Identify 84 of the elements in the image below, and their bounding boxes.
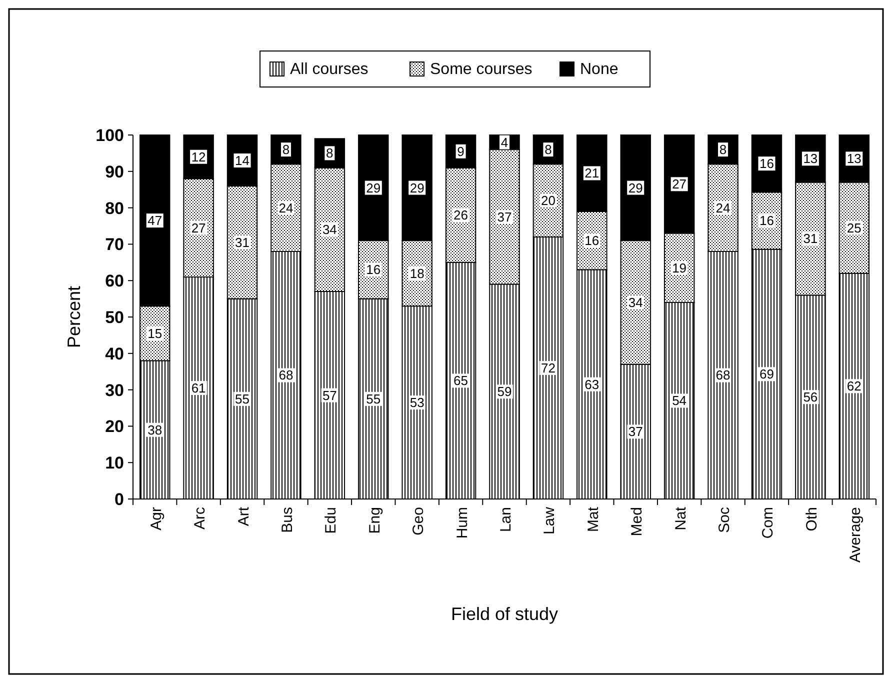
data-label: 68 — [278, 368, 294, 383]
data-label: 38 — [148, 422, 162, 438]
data-label: 27 — [672, 176, 687, 192]
x-tick-label: Lan — [498, 507, 514, 532]
data-label: 13 — [846, 151, 862, 166]
data-label: 72 — [540, 360, 556, 376]
data-label: 12 — [191, 149, 206, 164]
data-label: 29 — [410, 180, 424, 196]
x-axis-title: Field of study — [450, 604, 558, 624]
data-label: 26 — [454, 208, 468, 223]
data-label: 16 — [584, 233, 600, 248]
data-label: 8 — [326, 146, 334, 161]
data-label: 24 — [278, 200, 294, 216]
data-label: 37 — [628, 424, 643, 440]
y-tick-label: 60 — [105, 272, 124, 291]
data-label: 55 — [235, 391, 250, 406]
data-label: 4 — [500, 134, 508, 150]
x-tick-label: Art — [235, 506, 252, 526]
data-label: 68 — [716, 368, 730, 383]
x-tick-label: Com — [760, 507, 777, 539]
y-tick-label: 100 — [96, 126, 124, 145]
data-label: 9 — [457, 144, 464, 159]
data-label: 8 — [719, 142, 727, 158]
x-tick-label: Geo — [410, 507, 428, 536]
data-label: 65 — [454, 373, 468, 388]
y-axis-title: Percent — [64, 286, 84, 348]
x-tick-label: Eng — [366, 507, 384, 534]
data-label: 34 — [322, 222, 337, 238]
data-label: 15 — [148, 326, 162, 341]
legend-label: Some courses — [430, 61, 532, 78]
x-tick-label: Average — [847, 507, 864, 563]
x-tick-label: Edu — [322, 507, 340, 534]
y-tick-label: 70 — [105, 235, 124, 254]
data-label: 56 — [803, 390, 818, 405]
x-tick-label: Oth — [803, 507, 820, 532]
data-label: 37 — [497, 209, 512, 224]
data-label: 25 — [846, 220, 862, 236]
y-tick-label: 20 — [105, 417, 124, 436]
y-tick-label: 90 — [105, 162, 124, 182]
data-label: 31 — [803, 231, 818, 246]
y-tick-label: 80 — [105, 198, 124, 218]
data-label: 20 — [540, 193, 556, 208]
data-label: 57 — [322, 388, 337, 403]
legend-label: None — [580, 61, 618, 78]
data-label: 69 — [760, 366, 774, 382]
data-label: 62 — [846, 378, 862, 394]
data-label: 63 — [584, 376, 600, 392]
data-label: 31 — [235, 234, 250, 250]
data-label: 59 — [497, 384, 512, 400]
y-tick-label: 0 — [114, 490, 124, 509]
x-tick-label: Mat — [584, 506, 602, 532]
data-label: 18 — [410, 266, 424, 281]
data-label: 61 — [191, 380, 206, 396]
data-label: 34 — [628, 294, 643, 310]
x-tick-label: Med — [628, 507, 646, 536]
x-tick-label: Law — [541, 506, 558, 535]
data-label: 47 — [148, 213, 162, 228]
x-tick-label: Bus — [278, 507, 296, 533]
data-label: 8 — [282, 142, 290, 158]
data-label: 24 — [716, 200, 730, 216]
data-label: 55 — [366, 391, 381, 406]
x-tick-label: Soc — [716, 506, 734, 533]
legend-label: All courses — [290, 61, 368, 78]
x-tick-label: Nat — [672, 506, 690, 530]
data-label: 8 — [544, 142, 552, 158]
data-label: 54 — [672, 393, 687, 408]
data-label: 16 — [760, 156, 774, 172]
data-label: 14 — [235, 152, 250, 168]
y-tick-label: 30 — [105, 380, 124, 400]
data-label: 21 — [584, 166, 600, 181]
y-tick-label: 50 — [105, 308, 124, 327]
data-label: 19 — [672, 260, 687, 276]
data-label: 53 — [410, 395, 424, 410]
y-tick-label: 10 — [105, 454, 124, 473]
y-tick-label: 40 — [105, 344, 124, 364]
data-label: 16 — [366, 262, 381, 278]
data-label: 16 — [760, 213, 774, 228]
data-label: 29 — [366, 180, 381, 196]
x-tick-label: Hum — [454, 507, 471, 539]
x-tick-label: Arc — [192, 506, 209, 530]
x-tick-label: Agr — [148, 506, 165, 530]
data-label: 27 — [191, 220, 206, 236]
data-label: 29 — [628, 180, 643, 196]
data-label: 13 — [803, 151, 818, 166]
